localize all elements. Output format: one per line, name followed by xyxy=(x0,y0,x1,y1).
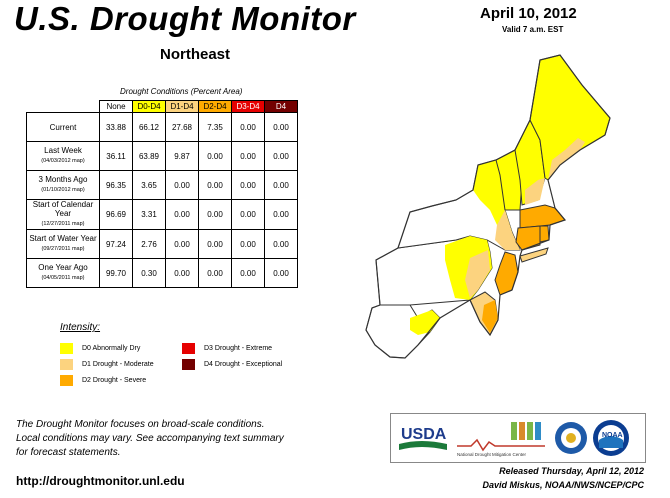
release-date: Released Thursday, April 12, 2012 xyxy=(499,466,644,476)
legend-swatch xyxy=(60,359,73,370)
cell: 96.69 xyxy=(99,199,133,230)
d1-region-hudson-valley xyxy=(495,210,520,250)
legend-label: D3 Drought - Extreme xyxy=(204,345,273,352)
cell: 3.31 xyxy=(132,199,166,230)
legend-title: Intensity: xyxy=(60,322,101,333)
note-line: for forecast statements. xyxy=(16,447,121,458)
legend-label: D2 Drought - Severe xyxy=(82,377,147,384)
legend-swatch xyxy=(60,343,73,354)
cell: 0.00 xyxy=(264,141,298,171)
cell: 63.89 xyxy=(132,141,166,171)
legend-item-d1: D1 Drought - Moderate xyxy=(60,359,154,370)
table-row: Start of Calendar Year (12/27/2011 map) 9… xyxy=(26,199,298,230)
cell: 0.00 xyxy=(231,170,265,200)
cell: 27.68 xyxy=(165,112,199,142)
d1-region-maine-coast xyxy=(548,138,585,180)
partner-logos: USDA National Drought Mitigation Center … xyxy=(390,413,646,463)
legend-swatch xyxy=(182,359,195,370)
state-connecticut xyxy=(515,225,541,251)
cell: 0.00 xyxy=(264,170,298,200)
state-rhode-island xyxy=(539,225,550,243)
long-island xyxy=(519,247,549,263)
d0-region-new-york-east xyxy=(473,160,512,232)
ndmc-logo: National Drought Mitigation Center xyxy=(457,422,545,457)
legend-label: D0 Abnormally Dry xyxy=(82,345,141,352)
cell: 0.00 xyxy=(198,170,232,200)
cell: 0.00 xyxy=(165,258,199,288)
column-header: D4 xyxy=(264,100,298,113)
column-header: D3-D4 xyxy=(231,100,265,113)
table-row: One Year Ago (04/05/2011 map) 99.70 0.30 … xyxy=(26,258,298,288)
table-row: Last Week (04/03/2012 map) 36.11 63.89 9.… xyxy=(26,141,298,171)
d1-region-pennsylvania-southeast xyxy=(465,250,490,298)
d2-region-chesapeake xyxy=(482,300,498,333)
legend-item-d0: D0 Abnormally Dry xyxy=(60,343,140,354)
cell: 66.12 xyxy=(132,112,166,142)
noaa-logo: NOAA xyxy=(593,420,629,456)
table-caption: Drought Conditions (Percent Area) xyxy=(120,87,243,96)
legend-label: D4 Drought - Exceptional xyxy=(204,361,283,368)
legend-swatch xyxy=(182,343,195,354)
table-row: 3 Months Ago (01/10/2012 map) 96.35 3.65 … xyxy=(26,170,298,200)
svg-text:USDA: USDA xyxy=(401,426,447,443)
author-credit: David Miskus, NOAA/NWS/NCEP/CPC xyxy=(482,480,644,490)
drought-conditions-table: None D0-D4 D1-D4 D2-D4 D3-D4 D4 Current … xyxy=(26,100,298,288)
department-of-commerce-seal-icon xyxy=(555,422,587,454)
legend-item-d3: D3 Drought - Extreme xyxy=(182,343,272,354)
cell: 0.00 xyxy=(198,229,232,259)
legend-swatch xyxy=(60,375,73,386)
row-label: 3 Months Ago (01/10/2012 map) xyxy=(26,170,100,200)
row-label: One Year Ago (04/05/2011 map) xyxy=(26,258,100,288)
cell: 0.00 xyxy=(264,229,298,259)
state-new-jersey xyxy=(494,251,519,296)
usda-logo: USDA xyxy=(399,426,447,450)
note-line: Local conditions may vary. See accompany… xyxy=(16,433,284,444)
note-line: The Drought Monitor focuses on broad-sca… xyxy=(16,419,265,430)
logos-graphic: USDA National Drought Mitigation Center … xyxy=(399,420,629,457)
legend-item-d4: D4 Drought - Exceptional xyxy=(182,359,282,370)
cell: 7.35 xyxy=(198,112,232,142)
region-outline xyxy=(365,54,611,359)
svg-text:National Drought Mitigation Ce: National Drought Mitigation Center xyxy=(457,452,527,457)
legend-label: D1 Drought - Moderate xyxy=(82,361,154,368)
map-date: April 10, 2012 xyxy=(480,5,577,22)
cell: 0.30 xyxy=(132,258,166,288)
d1-region-new-hampshire-south xyxy=(525,178,545,205)
state-massachusetts xyxy=(519,204,566,229)
drought-monitor-link[interactable]: http://droughtmonitor.unl.edu xyxy=(16,474,185,488)
region-name: Northeast xyxy=(160,46,231,63)
cell: 99.70 xyxy=(99,258,133,288)
d0-region-west-virginia xyxy=(410,310,440,335)
legend-item-d2: D2 Drought - Severe xyxy=(60,375,146,386)
cell: 3.65 xyxy=(132,170,166,200)
page-title: U.S. Drought Monitor xyxy=(14,0,356,37)
row-label: Current xyxy=(26,112,100,142)
disclaimer-note: The Drought Monitor focuses on broad-sca… xyxy=(16,418,284,460)
valid-time: Valid 7 a.m. EST xyxy=(502,25,564,34)
table-row: Current 33.88 66.12 27.68 7.35 0.00 0.00 xyxy=(26,112,298,142)
cell: 0.00 xyxy=(264,258,298,288)
cell: 0.00 xyxy=(264,199,298,230)
cell: 36.11 xyxy=(99,141,133,171)
row-label: Last Week (04/03/2012 map) xyxy=(26,141,100,171)
svg-text:NOAA: NOAA xyxy=(602,432,623,439)
